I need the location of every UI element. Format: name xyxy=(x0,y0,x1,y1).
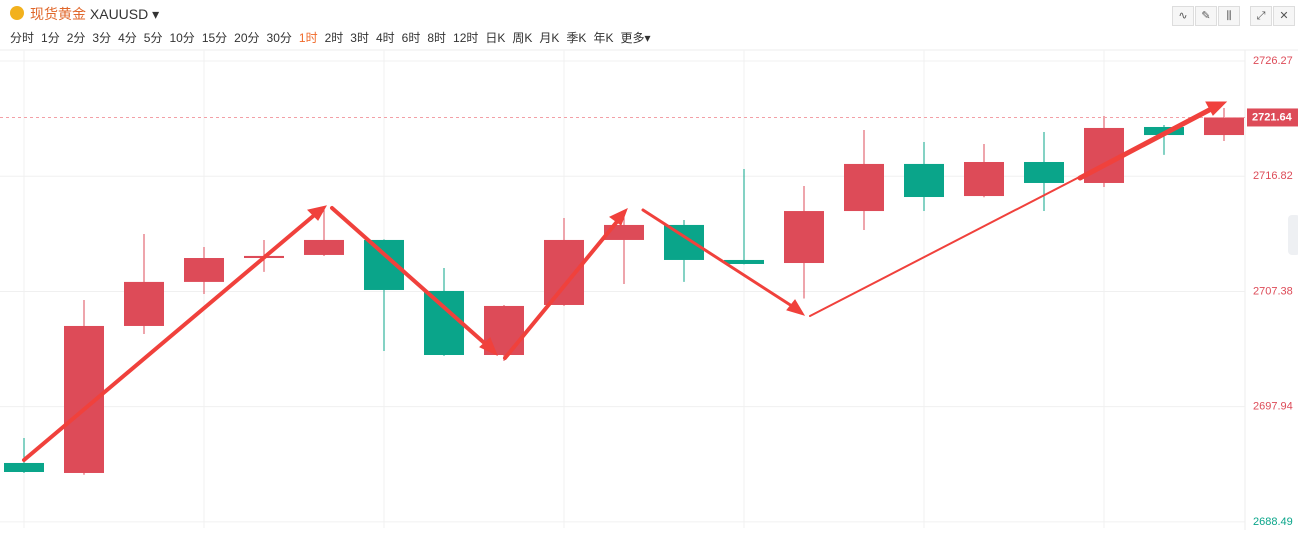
candle-body xyxy=(784,211,824,264)
interval[interactable]: 1时 xyxy=(298,31,318,45)
interval[interactable]: 3时 xyxy=(350,31,369,45)
candle-body xyxy=(4,462,44,473)
side-tab[interactable] xyxy=(1288,215,1298,255)
candle-body xyxy=(124,281,164,326)
draw-tool[interactable]: ✎ xyxy=(1195,6,1217,26)
candle-body xyxy=(904,163,944,198)
y-tick-label: 2716.82 xyxy=(1253,170,1293,182)
candle-body xyxy=(964,161,1004,197)
gold-icon xyxy=(10,6,24,20)
title: 现货黄金 xyxy=(30,6,86,22)
toolbar: 现货黄金 XAUUSD ▾ 分时 1分 2分 3分 4分 5分 10分 15分 20分 30分 1时… xyxy=(0,0,1298,50)
candle-body xyxy=(664,224,704,260)
price-label: 2721.64 xyxy=(1252,111,1293,123)
interval[interactable]: 日K xyxy=(485,31,506,45)
y-tick-label: 2688.49 xyxy=(1253,516,1293,528)
y-tick-label: 2697.94 xyxy=(1253,401,1293,413)
interval[interactable]: 20分 xyxy=(234,31,260,45)
interval[interactable]: 6时 xyxy=(401,31,421,45)
candle-body xyxy=(1204,117,1244,136)
price-tag xyxy=(1247,108,1298,127)
interval[interactable]: 2分 xyxy=(66,31,86,45)
interval[interactable]: 3分 xyxy=(92,31,112,45)
y-tick-label: 2726.27 xyxy=(1253,55,1293,67)
trend-arrows xyxy=(22,101,1228,462)
candle-body xyxy=(184,258,224,282)
interval[interactable]: 周K xyxy=(512,31,533,45)
line-tool[interactable]: ∿ xyxy=(1172,6,1194,26)
interval[interactable]: 年K xyxy=(593,31,614,45)
candle-body xyxy=(424,290,464,356)
interval[interactable]: 30分 xyxy=(266,31,292,45)
interval[interactable]: 月K xyxy=(539,31,560,45)
candle-body xyxy=(304,239,344,255)
interval[interactable]: 8时 xyxy=(427,31,447,45)
candle-body xyxy=(604,224,644,240)
close[interactable]: ✕ xyxy=(1273,6,1295,26)
interval[interactable]: 10分 xyxy=(169,31,195,45)
candle-body xyxy=(724,259,764,264)
symbol: XAUUSD xyxy=(89,6,149,22)
interval[interactable]: 15分 xyxy=(201,31,228,45)
interval[interactable]: 季K xyxy=(566,31,587,45)
interval[interactable]: 1分 xyxy=(41,31,60,45)
interval[interactable]: 4时 xyxy=(375,31,395,45)
intervals: 分时 1分 2分 3分 4分 5分 10分 15分 20分 30分 1时 2时 3时 4时 6时 8时 12时日… xyxy=(10,29,650,46)
plot: 2688.49 2697.94 2707.38 2716.82 2726.27 2721.… xyxy=(0,55,1298,528)
candle-body xyxy=(844,163,884,212)
candle-body xyxy=(1024,161,1064,183)
expand[interactable]: ⤢ xyxy=(1250,6,1272,26)
candle-body xyxy=(544,239,584,305)
interval[interactable]: 2时 xyxy=(324,31,344,45)
interval[interactable]: 5分 xyxy=(143,31,163,45)
interval[interactable]: 4分 xyxy=(118,31,137,45)
interval[interactable]: 分时 xyxy=(10,31,35,45)
candle-tool[interactable]: ⫼ xyxy=(1218,6,1240,26)
interval[interactable]: 更多▾ xyxy=(620,31,651,45)
y-tick-label: 2707.38 xyxy=(1253,285,1293,297)
interval[interactable]: 12时 xyxy=(453,31,479,45)
symbol-title[interactable]: 现货黄金 XAUUSD ▾ xyxy=(30,6,160,22)
